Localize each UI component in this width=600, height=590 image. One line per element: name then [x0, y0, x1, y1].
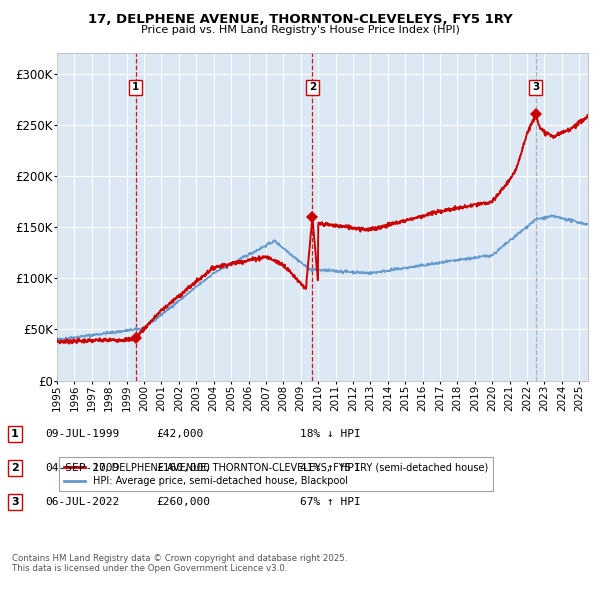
- Text: 1: 1: [132, 83, 139, 93]
- Text: 41% ↑ HPI: 41% ↑ HPI: [300, 463, 361, 473]
- Text: 06-JUL-2022: 06-JUL-2022: [45, 497, 119, 507]
- Text: 3: 3: [11, 497, 19, 507]
- Text: £160,000: £160,000: [156, 463, 210, 473]
- Text: 09-JUL-1999: 09-JUL-1999: [45, 429, 119, 438]
- Text: 18% ↓ HPI: 18% ↓ HPI: [300, 429, 361, 438]
- Text: 04-SEP-2009: 04-SEP-2009: [45, 463, 119, 473]
- Legend: 17, DELPHENE AVENUE, THORNTON-CLEVELEYS, FY5 1RY (semi-detached house), HPI: Ave: 17, DELPHENE AVENUE, THORNTON-CLEVELEYS,…: [59, 457, 493, 491]
- Text: 2: 2: [11, 463, 19, 473]
- Text: 3: 3: [532, 83, 539, 93]
- Text: This data is licensed under the Open Government Licence v3.0.: This data is licensed under the Open Gov…: [12, 565, 287, 573]
- Text: Contains HM Land Registry data © Crown copyright and database right 2025.: Contains HM Land Registry data © Crown c…: [12, 555, 347, 563]
- Text: £42,000: £42,000: [156, 429, 203, 438]
- Text: 67% ↑ HPI: 67% ↑ HPI: [300, 497, 361, 507]
- Text: 2: 2: [309, 83, 316, 93]
- Text: 17, DELPHENE AVENUE, THORNTON-CLEVELEYS, FY5 1RY: 17, DELPHENE AVENUE, THORNTON-CLEVELEYS,…: [88, 13, 512, 26]
- Text: 1: 1: [11, 429, 19, 438]
- Text: Price paid vs. HM Land Registry's House Price Index (HPI): Price paid vs. HM Land Registry's House …: [140, 25, 460, 35]
- Text: £260,000: £260,000: [156, 497, 210, 507]
